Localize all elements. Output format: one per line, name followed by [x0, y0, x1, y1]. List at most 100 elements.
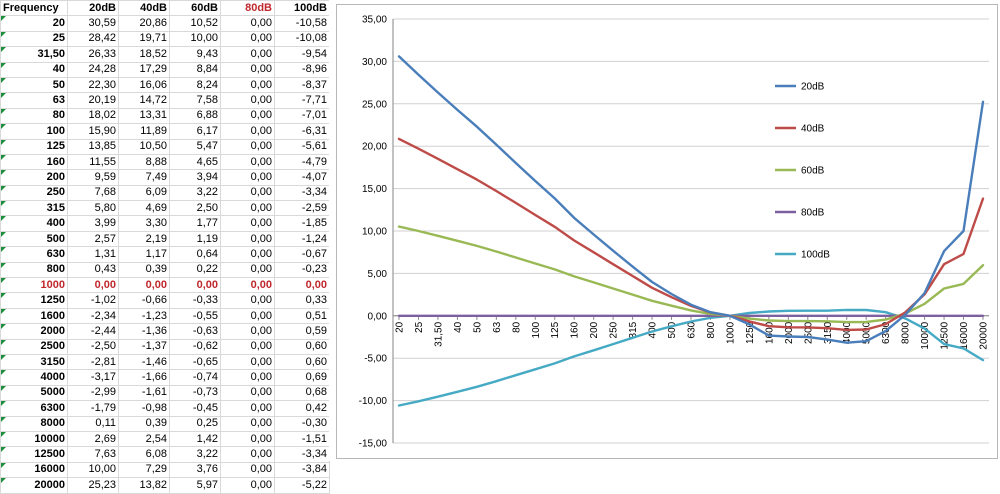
frequency-cell[interactable]: 4000: [0, 369, 68, 386]
value-cell[interactable]: -1,79: [67, 400, 119, 417]
value-cell[interactable]: 0,60: [274, 353, 330, 371]
value-cell[interactable]: -4,79: [274, 153, 330, 171]
frequency-cell[interactable]: 12500: [0, 446, 68, 463]
value-cell[interactable]: 0,00: [220, 430, 275, 448]
value-cell[interactable]: 0,00: [220, 277, 275, 294]
value-cell[interactable]: -1,46: [118, 353, 170, 371]
value-cell[interactable]: 0,00: [220, 446, 275, 463]
frequency-cell[interactable]: 200: [0, 169, 68, 186]
frequency-cell[interactable]: 1250: [0, 292, 68, 309]
value-cell[interactable]: 0,00: [220, 30, 275, 48]
value-cell[interactable]: 7,58: [169, 92, 221, 109]
value-cell[interactable]: 0,11: [67, 415, 119, 432]
value-cell[interactable]: 0,60: [274, 338, 330, 355]
value-cell[interactable]: 2,69: [67, 430, 119, 448]
value-cell[interactable]: -1,37: [118, 338, 170, 355]
frequency-cell[interactable]: 125: [0, 138, 68, 155]
value-cell[interactable]: 6,17: [169, 123, 221, 140]
value-cell[interactable]: 16,06: [118, 76, 170, 94]
frequency-cell[interactable]: 63: [0, 92, 68, 109]
value-cell[interactable]: 30,59: [67, 15, 119, 32]
value-cell[interactable]: 11,55: [67, 153, 119, 171]
value-cell[interactable]: -5,61: [274, 138, 330, 155]
value-cell[interactable]: 0,00: [220, 353, 275, 371]
value-cell[interactable]: 7,63: [67, 446, 119, 463]
value-cell[interactable]: -0,73: [169, 384, 221, 402]
value-cell[interactable]: 11,89: [118, 123, 170, 140]
value-cell[interactable]: 19,71: [118, 30, 170, 48]
value-cell[interactable]: -0,33: [169, 292, 221, 309]
frequency-cell[interactable]: 315: [0, 200, 68, 217]
frequency-cell[interactable]: 500: [0, 230, 68, 248]
value-cell[interactable]: 0,00: [220, 107, 275, 125]
frequency-cell[interactable]: 400: [0, 215, 68, 232]
value-cell[interactable]: -1,61: [118, 384, 170, 402]
value-cell[interactable]: -3,34: [274, 446, 330, 463]
value-cell[interactable]: -1,85: [274, 215, 330, 232]
value-cell[interactable]: 1,17: [118, 246, 170, 263]
value-cell[interactable]: 0,68: [274, 384, 330, 402]
frequency-cell[interactable]: 250: [0, 184, 68, 202]
value-cell[interactable]: 0,00: [220, 477, 275, 494]
value-cell[interactable]: 0,69: [274, 369, 330, 386]
frequency-cell[interactable]: 20000: [0, 477, 68, 494]
value-cell[interactable]: 0,00: [220, 61, 275, 78]
frequency-cell[interactable]: 25: [0, 30, 68, 48]
value-cell[interactable]: -1,02: [67, 292, 119, 309]
frequency-cell[interactable]: 10000: [0, 430, 68, 448]
value-cell[interactable]: 0,51: [274, 307, 330, 325]
value-cell[interactable]: 10,00: [169, 30, 221, 48]
value-cell[interactable]: -3,17: [67, 369, 119, 386]
value-cell[interactable]: 5,97: [169, 477, 221, 494]
value-cell[interactable]: 0,00: [220, 123, 275, 140]
value-cell[interactable]: -1,23: [118, 307, 170, 325]
value-cell[interactable]: 0,22: [169, 261, 221, 279]
frequency-cell[interactable]: 100: [0, 123, 68, 140]
value-cell[interactable]: 0,00: [220, 200, 275, 217]
value-cell[interactable]: -1,36: [118, 323, 170, 340]
column-header[interactable]: 80dB: [220, 0, 275, 17]
value-cell[interactable]: 0,00: [220, 246, 275, 263]
value-cell[interactable]: 10,52: [169, 15, 221, 32]
value-cell[interactable]: 2,57: [67, 230, 119, 248]
value-cell[interactable]: 0,00: [220, 215, 275, 232]
frequency-cell[interactable]: 16000: [0, 461, 68, 479]
value-cell[interactable]: 0,25: [169, 415, 221, 432]
value-cell[interactable]: 9,59: [67, 169, 119, 186]
value-cell[interactable]: 9,43: [169, 46, 221, 63]
value-cell[interactable]: 6,08: [118, 446, 170, 463]
value-cell[interactable]: 0,00: [220, 153, 275, 171]
value-cell[interactable]: 0,43: [67, 261, 119, 279]
value-cell[interactable]: -2,59: [274, 200, 330, 217]
value-cell[interactable]: 0,39: [118, 415, 170, 432]
value-cell[interactable]: -1,24: [274, 230, 330, 248]
value-cell[interactable]: 0,00: [118, 277, 170, 294]
value-cell[interactable]: -0,62: [169, 338, 221, 355]
column-header[interactable]: Frequency: [0, 0, 68, 17]
value-cell[interactable]: -0,98: [118, 400, 170, 417]
value-cell[interactable]: 8,84: [169, 61, 221, 78]
value-cell[interactable]: 0,00: [220, 415, 275, 432]
value-cell[interactable]: -0,67: [274, 246, 330, 263]
frequency-cell[interactable]: 2500: [0, 338, 68, 355]
chart-container[interactable]: -15,00 -10,00 -5,00 0,00 5,00 10,00 15,00 20,00…: [336, 4, 998, 459]
value-cell[interactable]: 3,99: [67, 215, 119, 232]
value-cell[interactable]: 0,00: [169, 277, 221, 294]
value-cell[interactable]: 0,00: [220, 184, 275, 202]
value-cell[interactable]: 13,31: [118, 107, 170, 125]
value-cell[interactable]: 5,80: [67, 200, 119, 217]
frequency-cell[interactable]: 630: [0, 246, 68, 263]
value-cell[interactable]: 1,42: [169, 430, 221, 448]
frequency-cell[interactable]: 800: [0, 261, 68, 279]
value-cell[interactable]: 0,00: [220, 307, 275, 325]
value-cell[interactable]: 7,68: [67, 184, 119, 202]
value-cell[interactable]: 17,29: [118, 61, 170, 78]
value-cell[interactable]: 22,30: [67, 76, 119, 94]
value-cell[interactable]: 2,19: [118, 230, 170, 248]
value-cell[interactable]: 6,09: [118, 184, 170, 202]
value-cell[interactable]: -8,96: [274, 61, 330, 78]
value-cell[interactable]: 2,54: [118, 430, 170, 448]
value-cell[interactable]: -7,71: [274, 92, 330, 109]
value-cell[interactable]: 8,88: [118, 153, 170, 171]
value-cell[interactable]: 0,00: [220, 92, 275, 109]
